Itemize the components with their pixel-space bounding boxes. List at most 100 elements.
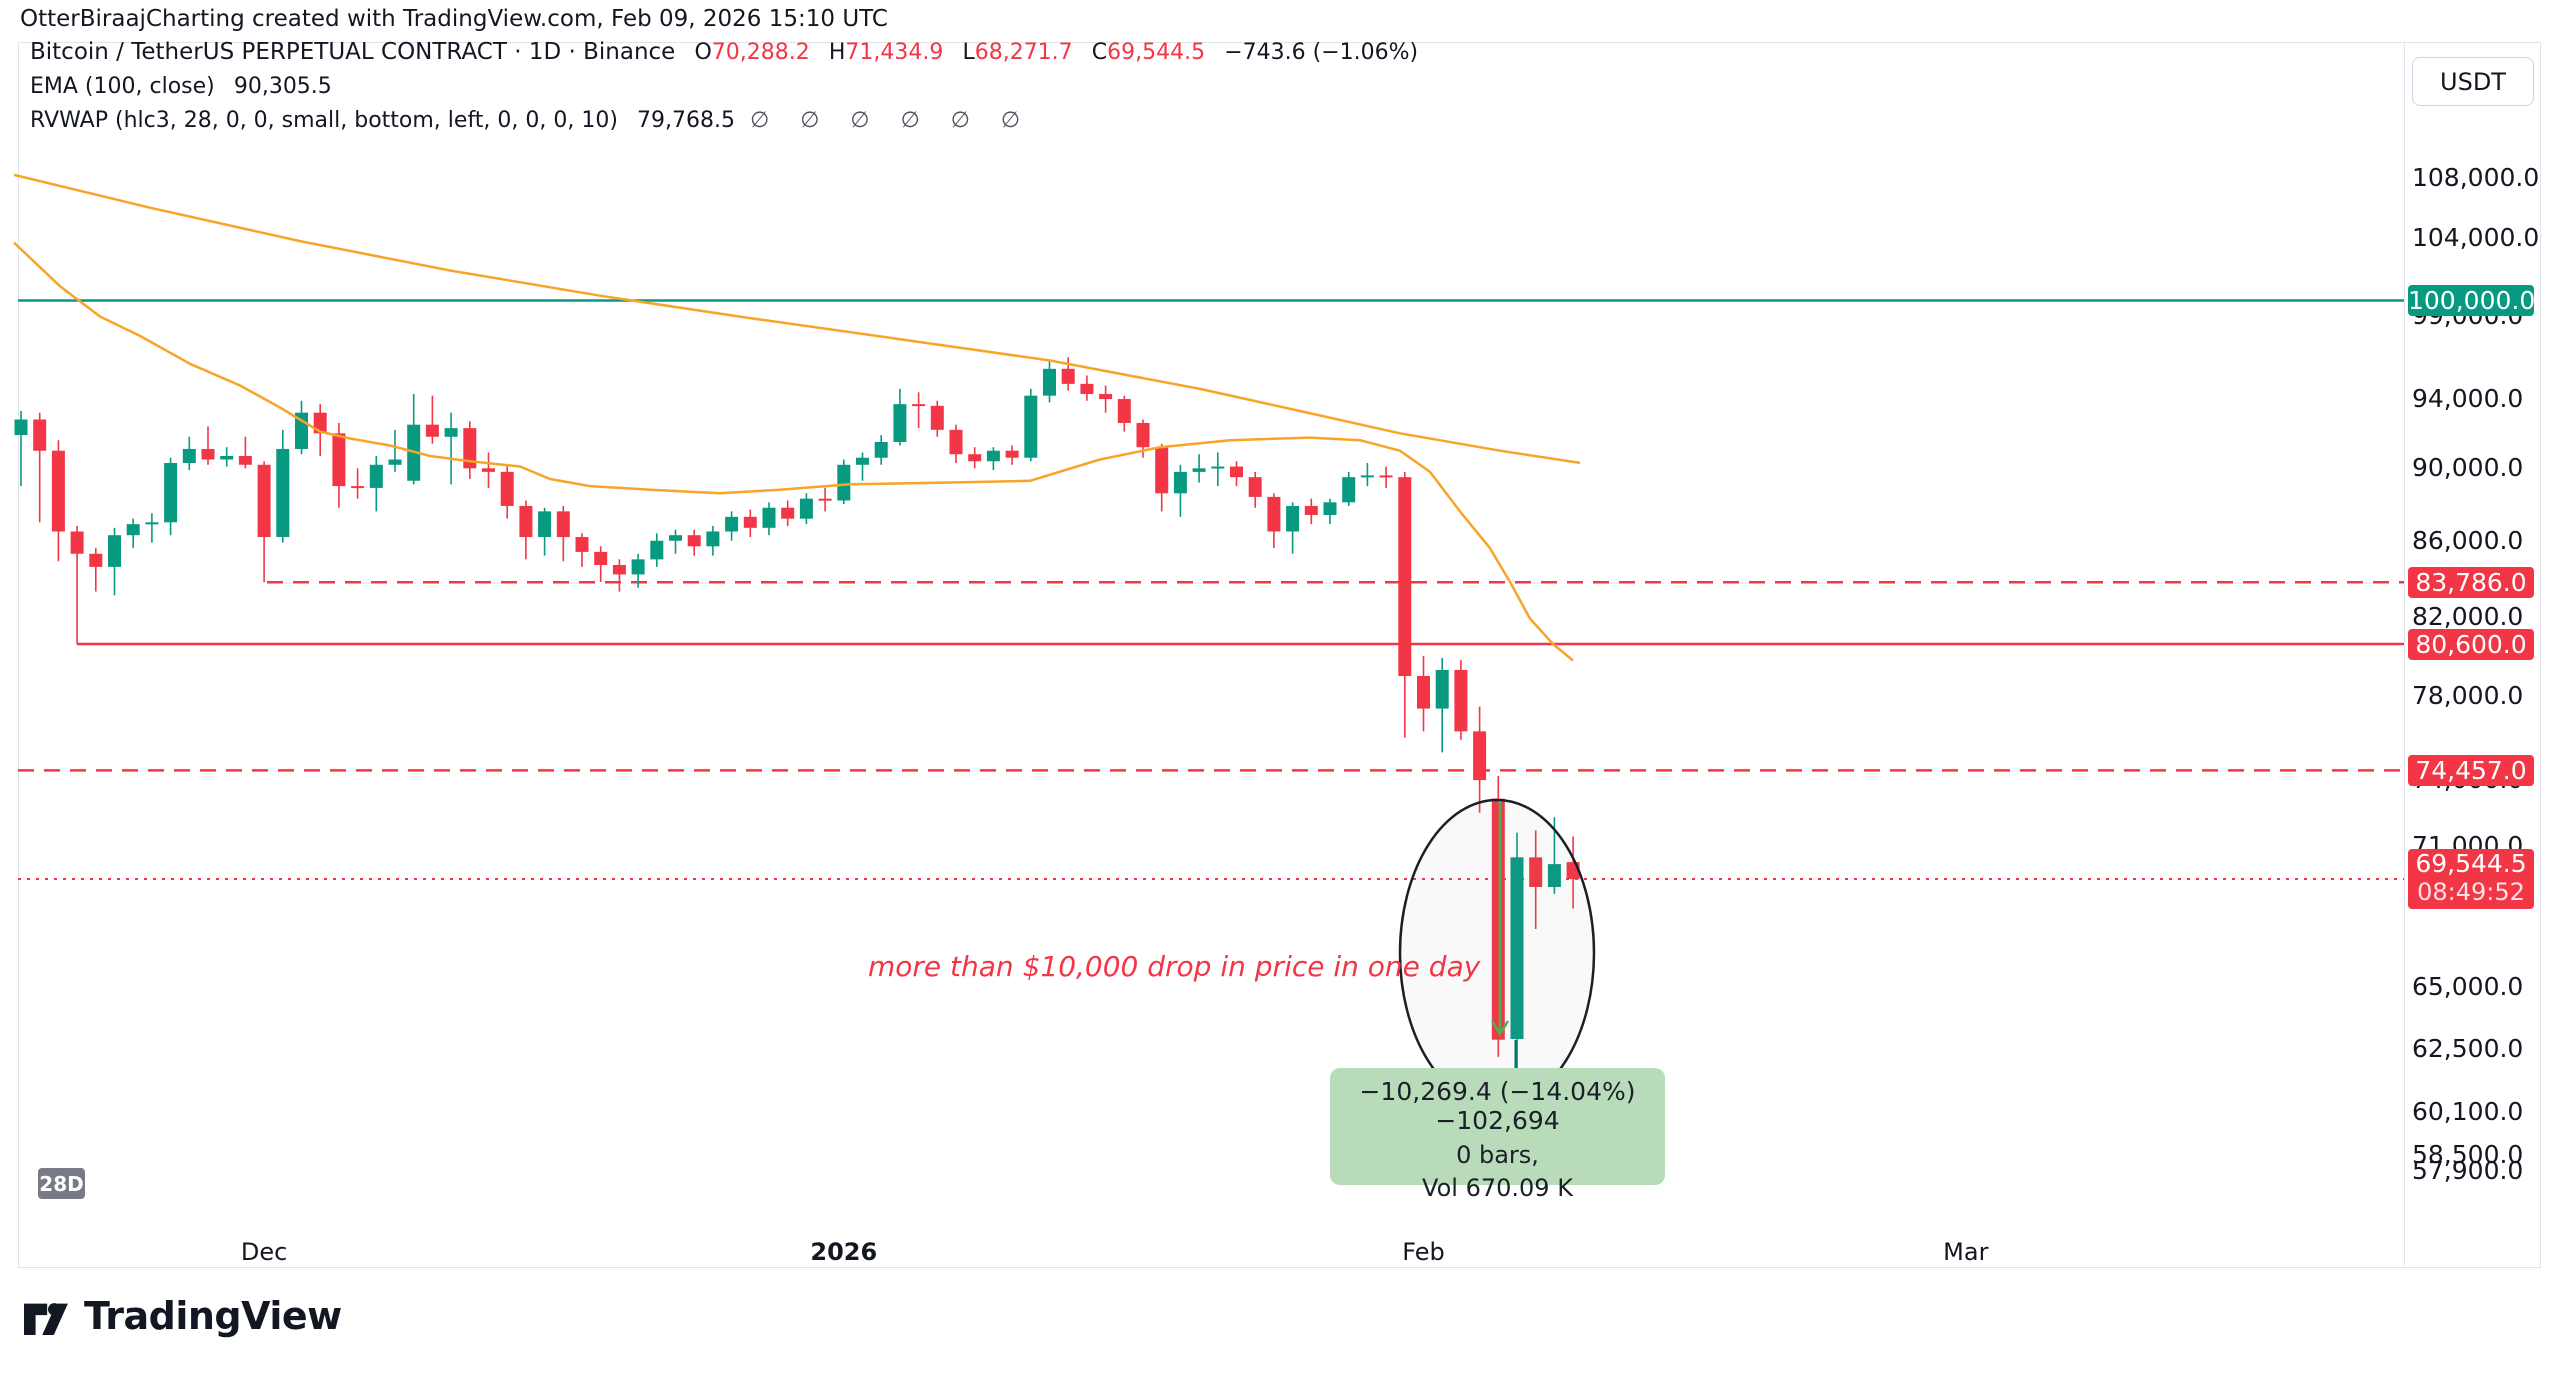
candle-body[interactable] <box>1435 669 1449 709</box>
candle-body[interactable] <box>650 540 664 560</box>
candle-body[interactable] <box>126 524 140 536</box>
candle-body[interactable] <box>1192 468 1206 472</box>
candle-body[interactable] <box>1304 505 1318 516</box>
rvwap-label[interactable]: RVWAP (hlc3, 28, 0, 0, small, bottom, le… <box>30 108 618 133</box>
candle-body[interactable] <box>612 565 626 575</box>
candle-body[interactable] <box>706 531 720 547</box>
candle-body[interactable] <box>1230 466 1243 478</box>
candle-body[interactable] <box>1454 669 1468 732</box>
candle-body[interactable] <box>1286 505 1300 532</box>
candle-body[interactable] <box>519 505 533 538</box>
candle-body[interactable] <box>1379 475 1393 478</box>
candle-body[interactable] <box>14 419 28 436</box>
interval-badge[interactable]: 28D <box>38 1168 85 1199</box>
candle-body[interactable] <box>687 535 701 547</box>
price-badge-744570[interactable]: 74,457.0 <box>2408 754 2534 786</box>
candle-body[interactable] <box>930 405 944 430</box>
candle-body[interactable] <box>631 559 645 575</box>
candle-body[interactable] <box>276 448 290 538</box>
candle-body[interactable] <box>425 424 439 437</box>
candle-body[interactable] <box>1342 477 1356 503</box>
candle-body[interactable] <box>575 537 589 552</box>
candle-body[interactable] <box>594 551 608 566</box>
currency-usdt-button[interactable]: USDT <box>2412 57 2534 106</box>
candle-body[interactable] <box>257 464 271 538</box>
candle-body[interactable] <box>968 454 982 462</box>
ema-label[interactable]: EMA (100, close) <box>30 74 215 99</box>
candle-body[interactable] <box>874 441 888 458</box>
rvwap-legend-row[interactable]: RVWAP (hlc3, 28, 0, 0, small, bottom, le… <box>30 104 1418 138</box>
candle-body[interactable] <box>313 412 327 434</box>
price-axis-separator[interactable] <box>2404 42 2405 1266</box>
candle-body[interactable] <box>500 471 514 506</box>
candle-body[interactable] <box>332 433 346 487</box>
candle-body[interactable] <box>949 429 963 455</box>
candle-body[interactable] <box>1491 798 1505 1040</box>
symbol-legend-row[interactable]: Bitcoin / TetherUS PERPETUAL CONTRACT · … <box>30 36 1418 70</box>
candle-body[interactable] <box>1136 422 1150 448</box>
candle-body[interactable] <box>164 463 178 523</box>
candle-body[interactable] <box>463 428 477 469</box>
candle-body[interactable] <box>1529 857 1543 887</box>
price-badge-837860[interactable]: 83,786.0 <box>2408 566 2534 598</box>
price-badge-806000[interactable]: 80,600.0 <box>2408 628 2534 660</box>
candle-body[interactable] <box>1155 447 1169 494</box>
candle-body[interactable] <box>482 468 495 472</box>
candle-body[interactable] <box>1398 477 1412 676</box>
candle-body[interactable] <box>1024 395 1038 458</box>
candle-body[interactable] <box>108 535 121 567</box>
candle-body[interactable] <box>818 498 832 501</box>
candle-body[interactable] <box>986 450 1000 462</box>
candle-body[interactable] <box>1417 675 1430 709</box>
candle-body[interactable] <box>1173 471 1187 494</box>
price-badge-695445[interactable]: 69,544.5 08:49:52 <box>2408 849 2534 910</box>
candle-body[interactable] <box>238 455 252 465</box>
candle-body[interactable] <box>145 522 159 525</box>
candle-body[interactable] <box>912 404 926 407</box>
ema-legend-row[interactable]: EMA (100, close) 90,305.5 <box>30 70 1418 104</box>
candle-body[interactable] <box>1117 399 1131 423</box>
candle-body[interactable] <box>70 531 84 554</box>
candle-body[interactable] <box>743 516 757 528</box>
annotation-note-text[interactable]: more than $10,000 drop in price in one d… <box>868 950 1481 983</box>
tradingview-logo[interactable]: TradingView <box>24 1294 342 1338</box>
candle-body[interactable] <box>1099 393 1113 400</box>
candle-body[interactable] <box>1005 450 1019 458</box>
candle-body[interactable] <box>725 516 739 532</box>
candle-body[interactable] <box>1061 368 1075 384</box>
ema-line[interactable] <box>13 173 1581 465</box>
candle-body[interactable] <box>201 448 215 460</box>
price-badge-1000000[interactable]: 100,000.0 <box>2408 284 2536 316</box>
candle-body[interactable] <box>220 455 234 460</box>
candle-body[interactable] <box>556 511 570 538</box>
candle-body[interactable] <box>669 535 682 541</box>
candle-body[interactable] <box>799 498 813 519</box>
candle-body[interactable] <box>837 464 851 501</box>
candle-body[interactable] <box>1473 731 1487 781</box>
candle-body[interactable] <box>33 419 47 451</box>
candle-body[interactable] <box>51 450 65 532</box>
candle-body[interactable] <box>89 553 103 567</box>
candle-body[interactable] <box>1211 466 1225 469</box>
candle-body[interactable] <box>538 511 552 538</box>
candle-body[interactable] <box>351 486 365 489</box>
candle-body[interactable] <box>856 457 869 465</box>
rvwap-line[interactable] <box>13 241 1574 662</box>
candle-body[interactable] <box>1323 502 1337 516</box>
candle-body[interactable] <box>1547 864 1561 887</box>
candle-body[interactable] <box>369 464 383 488</box>
candle-body[interactable] <box>762 507 776 528</box>
symbol-title[interactable]: Bitcoin / TetherUS PERPETUAL CONTRACT · … <box>30 39 676 65</box>
candle-body[interactable] <box>444 428 458 437</box>
candle-body[interactable] <box>781 507 795 519</box>
candle-body[interactable] <box>1080 383 1094 394</box>
candle-body[interactable] <box>1510 857 1524 1040</box>
candle-body[interactable] <box>182 448 196 464</box>
candle-body[interactable] <box>1267 496 1281 532</box>
candle-body[interactable] <box>1043 368 1056 396</box>
candle-body[interactable] <box>1248 477 1262 497</box>
candle-body[interactable] <box>1360 475 1374 478</box>
candle-body[interactable] <box>388 459 402 465</box>
candle-body[interactable] <box>893 404 907 442</box>
